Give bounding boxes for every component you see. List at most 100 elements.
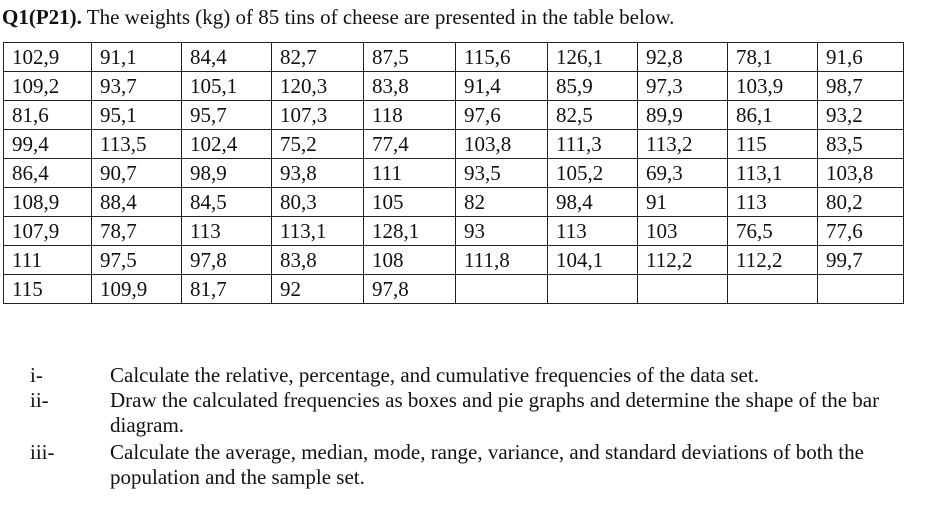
question-item: i- Calculate the relative, percentage, a…	[30, 363, 910, 388]
table-cell: 95,7	[181, 100, 272, 130]
table-cell: 93,8	[271, 158, 364, 188]
problem-statement: The weights (kg) of 85 tins of cheese ar…	[81, 5, 675, 29]
table-cell	[637, 274, 728, 304]
table-cell: 69,3	[637, 158, 728, 188]
table-cell: 113,2	[637, 129, 728, 159]
question-text: Draw the calculated frequencies as boxes…	[110, 388, 880, 437]
table-cell: 103,9	[727, 71, 818, 101]
table-row: 109,2 93,7 105,1 120,3 83,8 91,4 85,9 97,3 103,9…	[3, 71, 904, 101]
table-cell: 113,5	[91, 129, 182, 159]
table-cell: 118	[363, 100, 456, 130]
table-cell: 81,7	[181, 274, 272, 304]
table-cell: 78,1	[727, 42, 818, 72]
table-cell: 82	[455, 187, 548, 217]
table-row: 115 109,9 81,7 92 97,8	[3, 274, 904, 304]
table-cell: 91	[637, 187, 728, 217]
table-cell: 97,3	[637, 71, 728, 101]
table-cell: 102,4	[181, 129, 272, 159]
problem-title: Q1(P21). The weights (kg) of 85 tins of …	[2, 4, 674, 30]
table-cell: 97,5	[91, 245, 182, 275]
table-cell: 103,8	[455, 129, 548, 159]
table-cell: 112,2	[637, 245, 728, 275]
question-text: Calculate the relative, percentage, and …	[110, 363, 759, 387]
table-cell: 78,7	[91, 216, 182, 246]
table-row: 107,9 78,7 113 113,1 128,1 93 113 103 76,5 77,6	[3, 216, 904, 246]
table-cell: 87,5	[363, 42, 456, 72]
problem-label: Q1(P21).	[2, 5, 82, 29]
table-cell	[727, 274, 818, 304]
table-cell: 103	[637, 216, 728, 246]
table-cell: 97,8	[363, 274, 456, 304]
table-cell: 82,5	[547, 100, 638, 130]
table-cell: 80,3	[271, 187, 364, 217]
table-cell: 93	[455, 216, 548, 246]
table-row: 111 97,5 97,8 83,8 108 111,8 104,1 112,2 112,2 99…	[3, 245, 904, 275]
table-cell: 93,2	[817, 100, 904, 130]
table-cell: 88,4	[91, 187, 182, 217]
table-cell: 104,1	[547, 245, 638, 275]
table-cell: 98,4	[547, 187, 638, 217]
table-cell: 97,6	[455, 100, 548, 130]
table-cell: 98,9	[181, 158, 272, 188]
table-cell: 113,1	[271, 216, 364, 246]
question-number: ii-	[30, 388, 49, 412]
table-cell: 86,1	[727, 100, 818, 130]
table-cell: 105,2	[547, 158, 638, 188]
table-cell	[455, 274, 548, 304]
table-cell: 97,8	[181, 245, 272, 275]
table-cell: 91,4	[455, 71, 548, 101]
question-item: iii- Calculate the average, median, mode…	[30, 440, 910, 490]
table-cell: 90,7	[91, 158, 182, 188]
table-cell: 111	[363, 158, 456, 188]
question-number: iii-	[30, 440, 55, 464]
table-cell: 77,6	[817, 216, 904, 246]
table-cell: 115	[3, 274, 92, 304]
table-cell: 81,6	[3, 100, 92, 130]
table-cell: 93,5	[455, 158, 548, 188]
table-cell: 92	[271, 274, 364, 304]
table-cell: 76,5	[727, 216, 818, 246]
table-cell: 84,5	[181, 187, 272, 217]
table-cell: 83,8	[363, 71, 456, 101]
table-cell: 92,8	[637, 42, 728, 72]
table-cell: 99,7	[817, 245, 904, 275]
table-cell: 77,4	[363, 129, 456, 159]
table-cell: 83,5	[817, 129, 904, 159]
table-cell: 86,4	[3, 158, 92, 188]
table-cell: 109,2	[3, 71, 92, 101]
table-cell: 115	[727, 129, 818, 159]
table-cell	[817, 274, 904, 304]
table-cell: 108,9	[3, 187, 92, 217]
table-cell: 109,9	[91, 274, 182, 304]
table-row: 108,9 88,4 84,5 80,3 105 82 98,4 91 113 80,2	[3, 187, 904, 217]
table-row: 86,4 90,7 98,9 93,8 111 93,5 105,2 69,3 113,1 103…	[3, 158, 904, 188]
table-cell: 111,8	[455, 245, 548, 275]
question-item: ii- Draw the calculated frequencies as b…	[30, 388, 910, 438]
table-cell: 113	[547, 216, 638, 246]
table-cell: 80,2	[817, 187, 904, 217]
question-number: i-	[30, 363, 43, 387]
table-cell: 99,4	[3, 129, 92, 159]
table-cell: 108	[363, 245, 456, 275]
table-cell: 115,6	[455, 42, 548, 72]
table-cell: 91,1	[91, 42, 182, 72]
table-cell: 105	[363, 187, 456, 217]
table-cell: 128,1	[363, 216, 456, 246]
table-cell: 113,1	[727, 158, 818, 188]
table-cell: 82,7	[271, 42, 364, 72]
question-list: i- Calculate the relative, percentage, a…	[30, 363, 910, 490]
table-cell: 112,2	[727, 245, 818, 275]
table-cell: 126,1	[547, 42, 638, 72]
table-cell: 113	[727, 187, 818, 217]
table-cell: 93,7	[91, 71, 182, 101]
table-cell: 111,3	[547, 129, 638, 159]
table-row: 102,9 91,1 84,4 82,7 87,5 115,6 126,1 92,8 78,1 9…	[3, 42, 904, 72]
table-cell: 91,6	[817, 42, 904, 72]
table-cell: 113	[181, 216, 272, 246]
table-cell: 107,3	[271, 100, 364, 130]
table-cell: 103,8	[817, 158, 904, 188]
table-cell: 102,9	[3, 42, 92, 72]
table-cell	[547, 274, 638, 304]
table-cell: 120,3	[271, 71, 364, 101]
weights-table: 102,9 91,1 84,4 82,7 87,5 115,6 126,1 92,8 78,1 9…	[3, 42, 904, 304]
